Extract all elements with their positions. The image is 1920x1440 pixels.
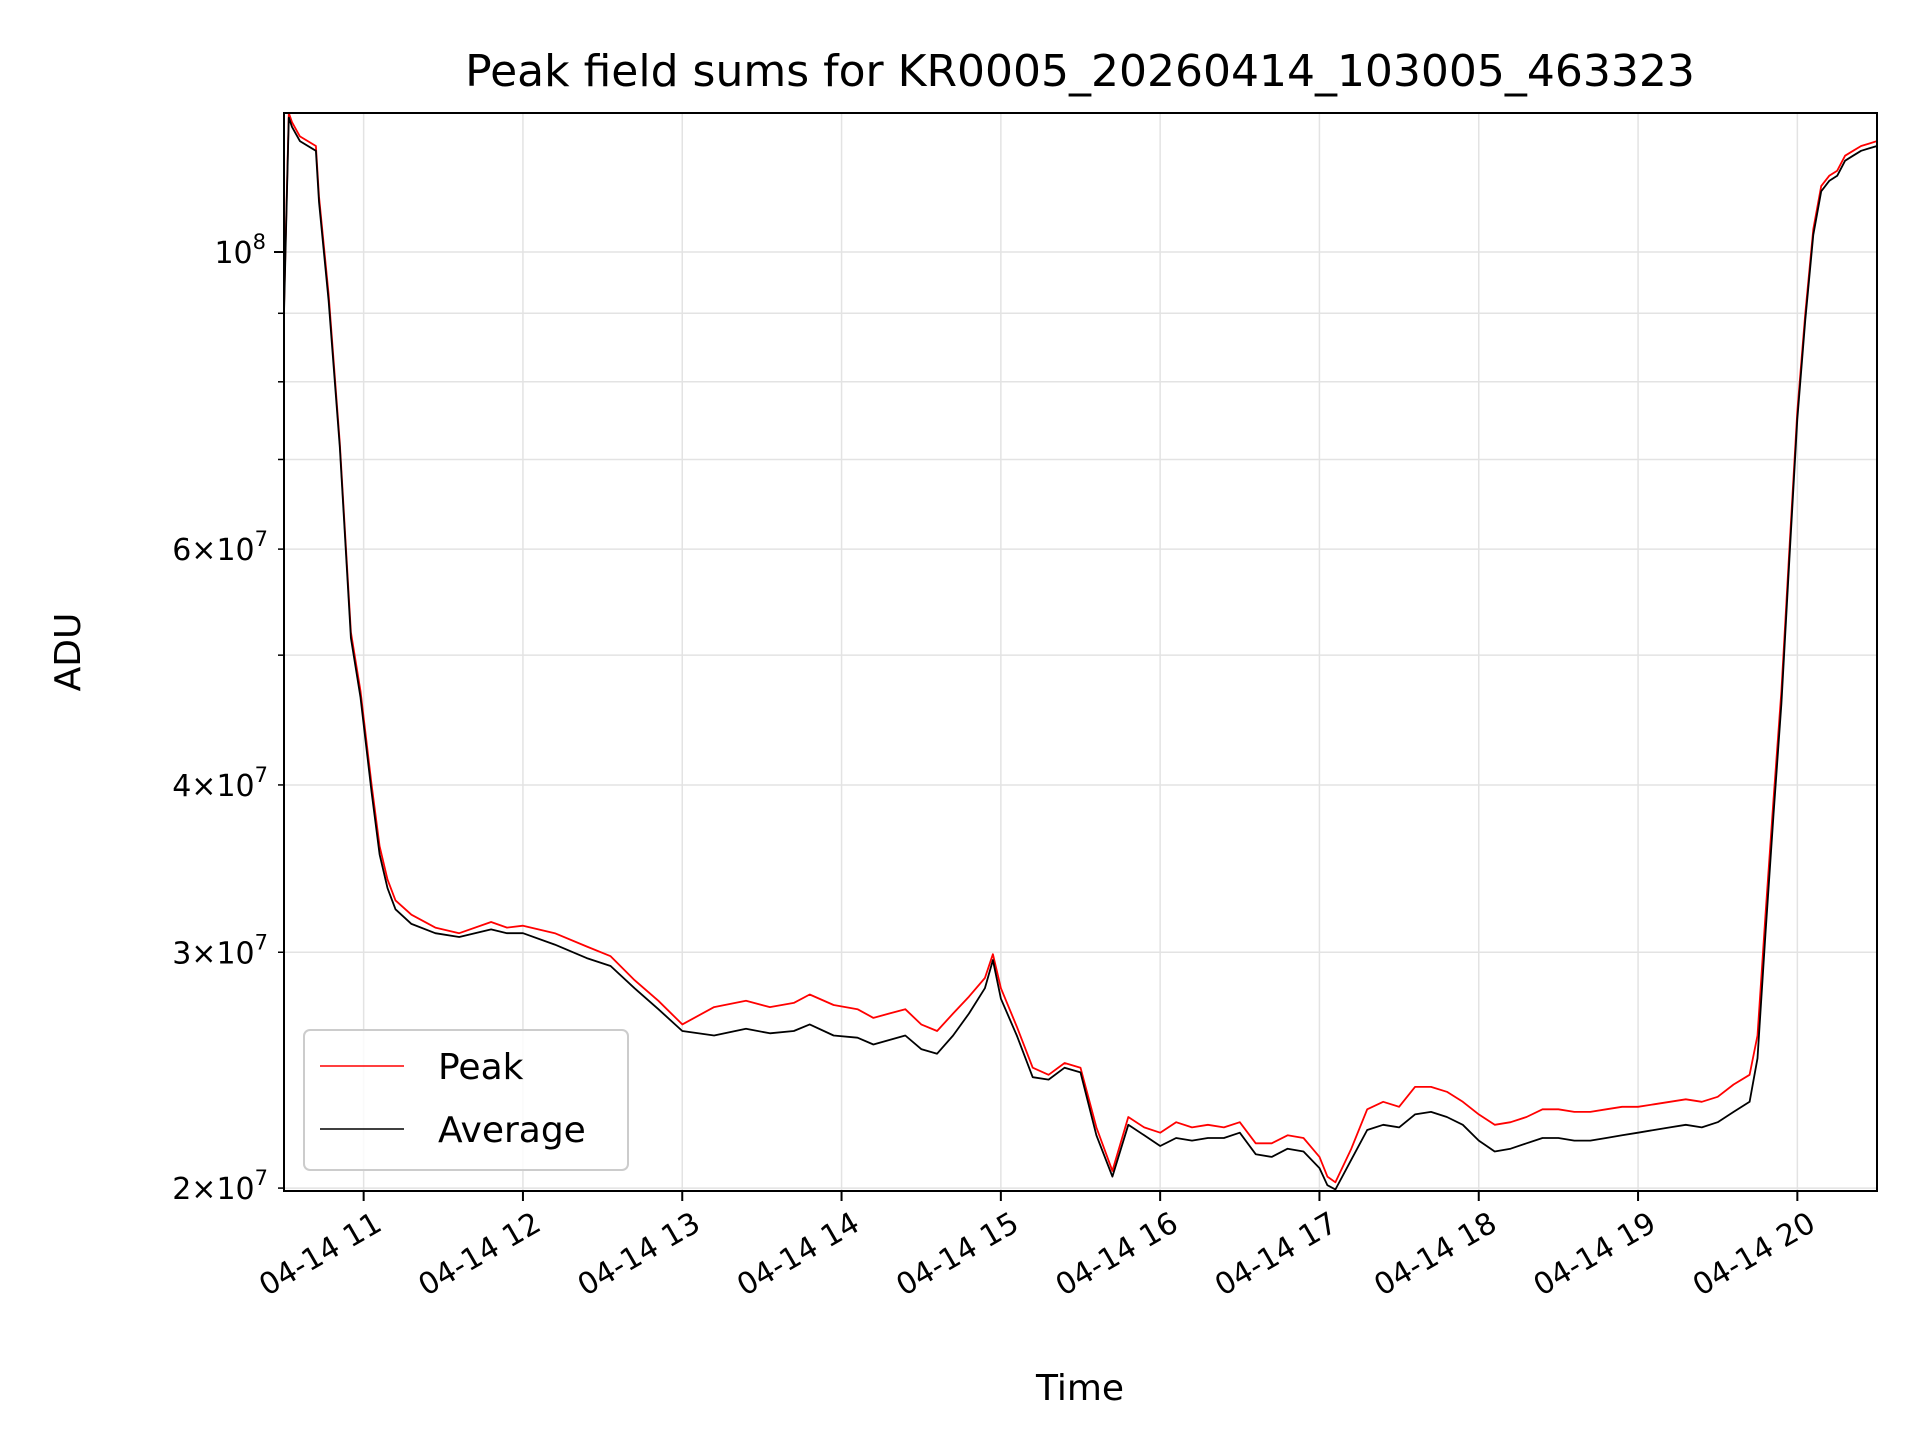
y-tick-times: × (191, 1172, 216, 1207)
y-tick-exponent: 7 (255, 527, 268, 551)
y-tick-mantissa: 2 (172, 1172, 191, 1207)
y-tick-base: 10 (216, 533, 254, 568)
grid (284, 113, 1877, 1191)
series-line-average (284, 116, 1877, 1191)
y-tick-base: 10 (216, 1172, 254, 1207)
legend-box (303, 1029, 629, 1171)
y-tick-base: 10 (216, 769, 254, 804)
y-tick-mantissa: 6 (172, 533, 191, 568)
y-tick-mantissa: 3 (172, 936, 191, 971)
y-tick-label: 2×107 (172, 1166, 268, 1207)
series-line-peak (284, 113, 1877, 1184)
y-tick-base: 10 (216, 936, 254, 971)
y-tick-mantissa: 4 (172, 769, 191, 804)
chart-title: Peak field sums for KR0005_20260414_1030… (465, 46, 1695, 97)
y-tick-label: 6×107 (172, 527, 268, 568)
y-tick-base: 10 (214, 236, 252, 271)
x-axis-label: Time (1035, 1368, 1124, 1409)
y-tick-label: 3×107 (172, 930, 268, 971)
y-tick-exponent: 8 (253, 230, 266, 254)
y-tick-label: 4×107 (172, 763, 268, 804)
y-tick-times: × (191, 769, 216, 804)
legend-label-average: Average (438, 1110, 586, 1151)
y-tick-times: × (191, 533, 216, 568)
y-tick-exponent: 7 (255, 930, 268, 954)
legend: Peak Average (303, 1029, 629, 1171)
legend-label-peak: Peak (438, 1047, 524, 1088)
y-tick-exponent: 7 (255, 763, 268, 787)
plot-lines (284, 113, 1877, 1191)
y-tick-times: × (191, 936, 216, 971)
y-tick-exponent: 7 (255, 1166, 268, 1190)
y-axis-label: ADU (48, 613, 89, 692)
y-tick-label: 108 (214, 230, 266, 271)
plot-frame (283, 112, 1878, 1192)
